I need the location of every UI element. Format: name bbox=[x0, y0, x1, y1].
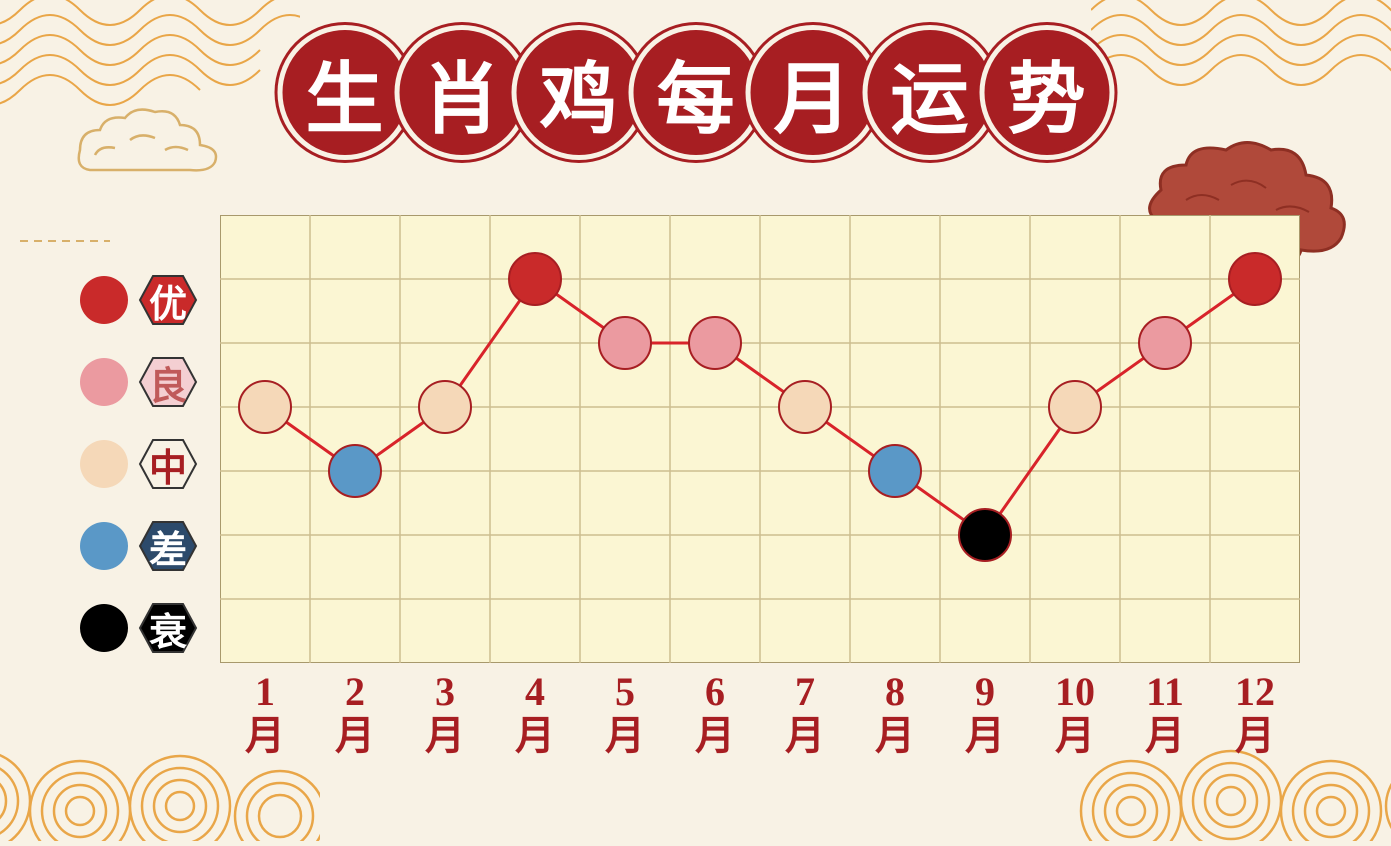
title-row: 生肖鸡每月运势 bbox=[286, 30, 1105, 155]
legend-row: 优 bbox=[80, 275, 198, 325]
legend-row: 差 bbox=[80, 521, 198, 571]
legend-label-hex: 优 bbox=[138, 274, 198, 326]
x-axis-label: 11月 bbox=[1120, 670, 1210, 758]
legend-dot bbox=[80, 276, 128, 324]
legend-dot bbox=[80, 604, 128, 652]
wave-decoration-top-right bbox=[1091, 0, 1391, 150]
title-char: 每 bbox=[633, 30, 758, 155]
title-char: 势 bbox=[984, 30, 1109, 155]
dash-decoration bbox=[20, 230, 110, 232]
x-axis-label: 5月 bbox=[580, 670, 670, 758]
title-char: 生 bbox=[282, 30, 407, 155]
legend-dot bbox=[80, 440, 128, 488]
cloud-decoration-left bbox=[60, 100, 240, 180]
x-axis-label: 2月 bbox=[310, 670, 400, 758]
legend-row: 衰 bbox=[80, 603, 198, 653]
title-char: 鸡 bbox=[516, 30, 641, 155]
x-axis-label: 10月 bbox=[1030, 670, 1120, 758]
x-axis-label: 7月 bbox=[760, 670, 850, 758]
x-axis-label: 12月 bbox=[1210, 670, 1300, 758]
title-char: 运 bbox=[867, 30, 992, 155]
legend-label-hex: 良 bbox=[138, 356, 198, 408]
fortune-chart bbox=[220, 215, 1300, 663]
x-axis-label: 8月 bbox=[850, 670, 940, 758]
legend-label-hex: 中 bbox=[138, 438, 198, 490]
legend-label-hex: 差 bbox=[138, 520, 198, 572]
legend-label-hex: 衰 bbox=[138, 602, 198, 654]
legend-dot bbox=[80, 358, 128, 406]
x-axis-label: 4月 bbox=[490, 670, 580, 758]
legend: 优良中差衰 bbox=[80, 275, 198, 653]
x-axis: 1月2月3月4月5月6月7月8月9月10月11月12月 bbox=[220, 670, 1300, 758]
x-axis-label: 9月 bbox=[940, 670, 1030, 758]
x-axis-label: 1月 bbox=[220, 670, 310, 758]
x-axis-label: 3月 bbox=[400, 670, 490, 758]
legend-dot bbox=[80, 522, 128, 570]
legend-row: 中 bbox=[80, 439, 198, 489]
legend-row: 良 bbox=[80, 357, 198, 407]
title-char: 肖 bbox=[399, 30, 524, 155]
x-axis-label: 6月 bbox=[670, 670, 760, 758]
title-char: 月 bbox=[750, 30, 875, 155]
